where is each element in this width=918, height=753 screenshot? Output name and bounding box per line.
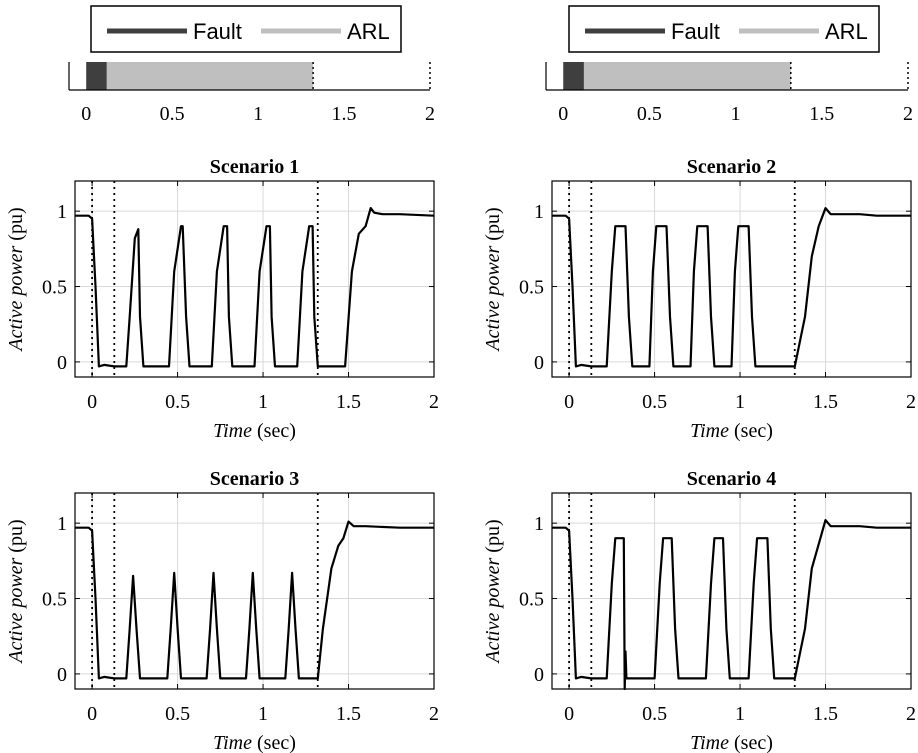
x-tick-label: 0 [564, 391, 574, 413]
x-axis-label-unit: (sec) [252, 732, 296, 753]
subplot-title: Scenario 3 [210, 468, 299, 490]
legend-arl-label: ARL [347, 19, 390, 44]
timeline-tick-label: 0 [558, 103, 568, 125]
timeline-tick-label: 1 [253, 103, 263, 125]
y-axis-label-unit: (pu) [5, 207, 27, 245]
series-line-1 [75, 207, 435, 368]
arl-bar [583, 62, 791, 90]
plot-area [552, 493, 911, 689]
x-axis-label-quantity: Time [213, 420, 252, 442]
x-axis-label-unit: (sec) [729, 420, 773, 442]
x-tick-label: 0 [87, 391, 97, 413]
subplot-1: 0 0.5 1 1.5 2 0 0.5 1 Scenario 1 Time (sec) Active… [5, 156, 439, 442]
fault-bar [563, 62, 584, 90]
x-tick-label: 2 [429, 703, 439, 725]
y-axis-label: Active power (pu) [5, 207, 27, 352]
timeline-strip-1: Fault ARL 0 0.5 1 1.5 2 [68, 5, 435, 125]
y-tick-label: 0 [534, 664, 544, 686]
x-tick-label: 0.5 [165, 703, 190, 725]
axes-frame [74, 492, 435, 690]
legend-fault-label: Fault [193, 19, 242, 44]
timeline-strip-2: Fault ARL 0 0.5 1 1.5 2 [545, 5, 913, 125]
x-tick-label: 0.5 [642, 391, 667, 413]
axes-frame [551, 492, 912, 690]
subplot-title: Scenario 1 [210, 156, 299, 178]
x-tick-label: 1.5 [336, 391, 361, 413]
x-axis-label-quantity: Time [690, 420, 729, 442]
x-tick-label: 1 [258, 391, 268, 413]
x-tick-label: 1.5 [813, 391, 838, 413]
legend-fault-label: Fault [671, 19, 720, 44]
subplot-title: Scenario 4 [687, 468, 776, 490]
y-axis-label-quantity: Active power [482, 557, 504, 664]
x-tick-label: 2 [906, 391, 916, 413]
subplot-3: 0 0.5 1 1.5 2 0 0.5 1 Scenario 3 Time (sec) Active… [5, 468, 439, 753]
subplot-title: Scenario 2 [687, 156, 776, 178]
series-line-1 [75, 520, 434, 680]
y-axis-label-quantity: Active power [5, 245, 27, 352]
timeline-tick-label: 0.5 [160, 103, 185, 125]
legend: Fault ARL [90, 5, 402, 53]
y-axis-label-unit: (pu) [482, 207, 504, 245]
x-axis-label: Time (sec) [690, 420, 773, 442]
x-axis-label: Time (sec) [690, 732, 773, 753]
x-axis-label-unit: (sec) [729, 732, 773, 753]
y-tick-label: 1 [534, 201, 544, 223]
y-axis-label-quantity: Active power [482, 245, 504, 352]
y-tick-label: 1 [534, 513, 544, 535]
timeline-tick-label: 2 [903, 103, 913, 125]
axes-frame [74, 180, 435, 378]
timeline-tick-label: 2 [425, 103, 435, 125]
subplot-4: 0 0.5 1 1.5 2 0 0.5 1 Scenario 4 Time (sec) Active… [482, 468, 916, 753]
y-axis-label: Active power (pu) [5, 519, 27, 664]
y-axis-label-unit: (pu) [482, 519, 504, 557]
x-tick-label: 1 [735, 391, 745, 413]
y-tick-label: 0 [57, 664, 67, 686]
y-tick-label: 0 [57, 352, 67, 374]
timeline-tick-label: 0 [81, 103, 91, 125]
x-tick-label: 0 [564, 703, 574, 725]
y-tick-label: 1 [57, 201, 67, 223]
legend-arl-label: ARL [825, 19, 868, 44]
x-axis-label-quantity: Time [213, 732, 252, 753]
y-tick-label: 0.5 [42, 589, 67, 611]
fault-bar [86, 62, 107, 90]
y-axis-label: Active power (pu) [482, 207, 504, 352]
x-tick-label: 1.5 [813, 703, 838, 725]
subplot-2: 0 0.5 1 1.5 2 0 0.5 1 Scenario 2 Time (sec) Active… [482, 156, 916, 442]
y-tick-label: 0.5 [519, 589, 544, 611]
x-tick-label: 2 [429, 391, 439, 413]
x-axis-label-quantity: Time [690, 732, 729, 753]
timeline-tick-label: 1 [731, 103, 741, 125]
x-tick-label: 0.5 [642, 703, 667, 725]
x-tick-label: 1 [258, 703, 268, 725]
arl-bar [106, 62, 314, 90]
series-line-1 [552, 518, 911, 691]
x-tick-label: 0.5 [165, 391, 190, 413]
x-tick-label: 2 [906, 703, 916, 725]
y-tick-label: 0.5 [42, 277, 67, 299]
y-axis-label-unit: (pu) [5, 519, 27, 557]
x-tick-label: 0 [87, 703, 97, 725]
x-axis-label-unit: (sec) [252, 420, 296, 442]
timeline-tick-label: 0.5 [637, 103, 662, 125]
x-axis-label: Time (sec) [213, 420, 296, 442]
y-tick-label: 0.5 [519, 277, 544, 299]
axes-frame [551, 180, 912, 378]
legend: Fault ARL [568, 5, 880, 53]
y-tick-label: 0 [534, 352, 544, 374]
y-tick-label: 1 [57, 513, 67, 535]
timeline-tick-label: 1.5 [809, 103, 834, 125]
x-axis-label: Time (sec) [213, 732, 296, 753]
x-tick-label: 1 [735, 703, 745, 725]
y-axis-label-quantity: Active power [5, 557, 27, 664]
series-line-1 [552, 207, 911, 368]
x-tick-label: 1.5 [336, 703, 361, 725]
y-axis-label: Active power (pu) [482, 519, 504, 664]
timeline-tick-label: 1.5 [332, 103, 357, 125]
